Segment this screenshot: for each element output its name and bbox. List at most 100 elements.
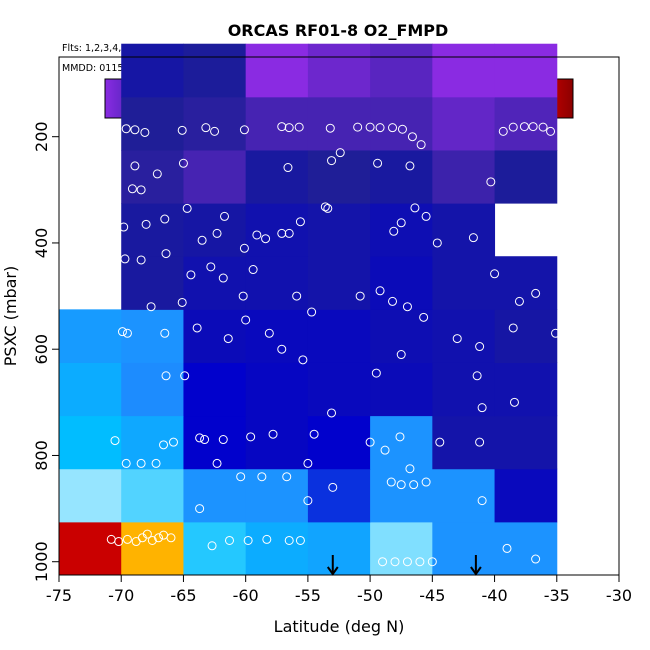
heatmap-cell: [183, 149, 247, 204]
observation-point: [277, 344, 287, 354]
observation-point: [127, 184, 137, 194]
observation-point: [397, 124, 407, 134]
heatmap-cell: [494, 149, 558, 204]
observation-point: [218, 435, 228, 445]
observation-point: [257, 472, 267, 482]
observation-point: [508, 122, 518, 132]
observation-point: [419, 312, 429, 322]
heatmap-cell: [370, 203, 433, 257]
observation-point: [136, 458, 146, 468]
x-tick-label: -35: [544, 586, 570, 605]
heatmap-cell: [307, 96, 371, 151]
observation-point: [238, 291, 248, 301]
observation-point: [152, 169, 162, 179]
observation-point: [432, 238, 442, 248]
observation-point: [246, 432, 256, 442]
observation-point: [192, 323, 202, 333]
chart-title: ORCAS RF01-8 O2_FMPD: [228, 21, 449, 40]
observation-point: [390, 557, 400, 567]
flights-note: Flts: 1,2,3,4,5,6,7,8: [62, 43, 155, 54]
heatmap-cell: [494, 96, 558, 151]
observation-point: [268, 429, 278, 439]
observation-point: [122, 534, 132, 544]
y-tick-label: 800: [32, 440, 51, 471]
observation-point: [151, 458, 161, 468]
observation-point: [421, 211, 431, 221]
heatmap-cell: [245, 256, 309, 310]
x-tick-label: -40: [481, 586, 507, 605]
observation-point: [295, 217, 305, 227]
observation-point: [373, 158, 383, 168]
observation-point: [468, 233, 478, 243]
heatmap-cell: [307, 256, 371, 310]
y-axis: 200 400 600 800 1000: [32, 57, 60, 582]
observation-point: [519, 122, 529, 132]
heatmap-cell: [245, 521, 309, 576]
heatmap-cell: [183, 96, 247, 151]
observation-point: [353, 122, 363, 132]
heatmap-cell: [245, 415, 309, 470]
heatmap-cell: [121, 521, 184, 576]
observation-point: [396, 480, 406, 490]
observation-point: [154, 533, 164, 543]
heatmap-cell: [307, 415, 371, 470]
observation-points: [106, 122, 574, 567]
observation-point: [180, 371, 190, 381]
observation-point: [477, 403, 487, 413]
observation-point: [120, 254, 130, 264]
observation-point: [564, 172, 574, 182]
heatmap-cell: [245, 309, 309, 363]
heatmap-cell: [307, 468, 371, 523]
observation-point: [427, 557, 437, 567]
observation-point: [365, 437, 375, 447]
observation-point: [551, 223, 561, 233]
observation-point: [307, 307, 317, 317]
observation-point: [292, 291, 302, 301]
observation-point: [538, 122, 548, 132]
observation-point: [380, 445, 390, 455]
observation-point: [110, 436, 120, 446]
heatmap-cell: [59, 468, 122, 523]
x-axis-label: Latitude (deg N): [274, 617, 405, 636]
observation-point: [130, 161, 140, 171]
observation-point: [140, 127, 150, 137]
observation-point: [284, 123, 294, 133]
heatmap-cell: [183, 43, 247, 98]
observation-point: [375, 123, 385, 133]
heatmap-cell: [121, 96, 184, 151]
observation-point: [160, 328, 170, 338]
observation-point: [186, 270, 196, 280]
observation-point: [130, 125, 140, 135]
observation-point: [407, 132, 417, 142]
observation-point: [277, 228, 287, 238]
heatmap-cell: [245, 43, 309, 98]
heatmap-cell: [59, 362, 122, 417]
y-tick-label: 1000: [32, 541, 51, 582]
heatmap-cell: [494, 415, 558, 470]
observation-point: [365, 122, 375, 132]
observation-point: [241, 315, 251, 325]
observation-point: [282, 472, 292, 482]
heatmap-cell: [370, 309, 433, 363]
heatmap-cell: [121, 203, 184, 257]
observation-point: [146, 302, 156, 312]
observation-point: [396, 218, 406, 228]
observation-point: [161, 249, 171, 259]
observation-point: [295, 535, 305, 545]
observation-point: [224, 535, 234, 545]
observation-point: [122, 328, 132, 338]
observation-point: [218, 273, 228, 283]
heatmap-cell: [370, 256, 433, 310]
heatmap-cell: [121, 309, 184, 363]
observation-point: [264, 328, 274, 338]
heatmap-cell: [494, 309, 558, 363]
observation-point: [395, 432, 405, 442]
heatmap-cell: [183, 415, 247, 470]
heatmap-cell: [183, 468, 247, 523]
heatmap-cell: [307, 309, 371, 363]
x-tick-label: -45: [419, 586, 445, 605]
observation-point: [539, 230, 549, 240]
arrow-head: [326, 566, 339, 576]
observation-point: [160, 214, 170, 224]
